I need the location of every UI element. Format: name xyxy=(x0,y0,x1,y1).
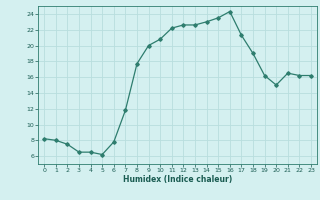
X-axis label: Humidex (Indice chaleur): Humidex (Indice chaleur) xyxy=(123,175,232,184)
